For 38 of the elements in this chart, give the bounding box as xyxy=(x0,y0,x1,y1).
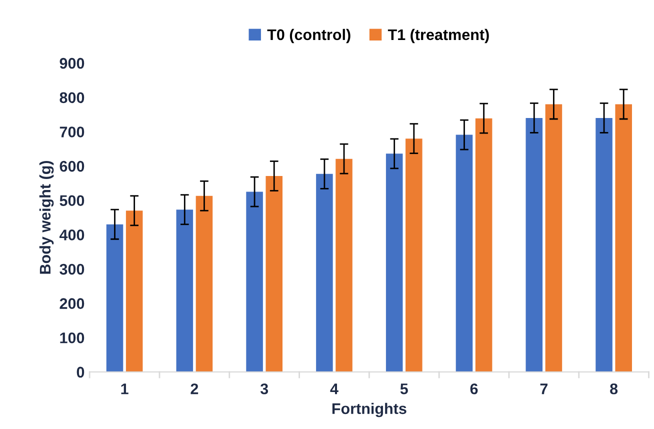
x-tick-label: 7 xyxy=(540,384,548,394)
x-tick-label: 1 xyxy=(121,384,128,394)
legend-label: T0 (control) xyxy=(267,28,350,44)
bar xyxy=(406,138,422,372)
bar xyxy=(336,158,352,372)
bar xyxy=(196,196,213,372)
x-tick-label: 3 xyxy=(260,383,268,394)
bar xyxy=(596,118,612,372)
y-tick-label: 500 xyxy=(60,195,84,206)
bar xyxy=(266,176,283,372)
bar xyxy=(106,224,124,372)
bar xyxy=(246,192,263,372)
y-tick-label: 800 xyxy=(60,92,84,104)
bar xyxy=(316,174,333,372)
x-tick-label: 6 xyxy=(470,383,478,394)
x-tick-label: 5 xyxy=(400,384,408,394)
y-tick-label: 600 xyxy=(60,160,84,172)
y-tick-label: 700 xyxy=(60,126,84,138)
x-tick-label: 8 xyxy=(610,383,618,394)
x-axis-title: Fortnights xyxy=(332,402,406,418)
y-tick-label: 0 xyxy=(76,366,84,378)
y-tick-label: 400 xyxy=(59,230,84,240)
bar xyxy=(126,210,143,372)
bar xyxy=(526,118,543,372)
legend-label: T1 (treatment) xyxy=(388,28,489,44)
y-tick-label: 900 xyxy=(60,58,84,69)
x-tick-label: 2 xyxy=(190,383,198,394)
bar xyxy=(176,210,194,372)
y-axis-title: Body weight (g) xyxy=(39,160,54,274)
bar xyxy=(545,104,562,372)
bar xyxy=(456,134,473,372)
x-tick-label: 4 xyxy=(330,384,338,394)
bar xyxy=(386,154,403,372)
bar xyxy=(475,118,492,372)
y-tick-label: 200 xyxy=(60,298,84,309)
y-tick-label: 100 xyxy=(60,332,84,344)
bar xyxy=(615,104,632,372)
y-tick-label: 300 xyxy=(60,264,84,275)
